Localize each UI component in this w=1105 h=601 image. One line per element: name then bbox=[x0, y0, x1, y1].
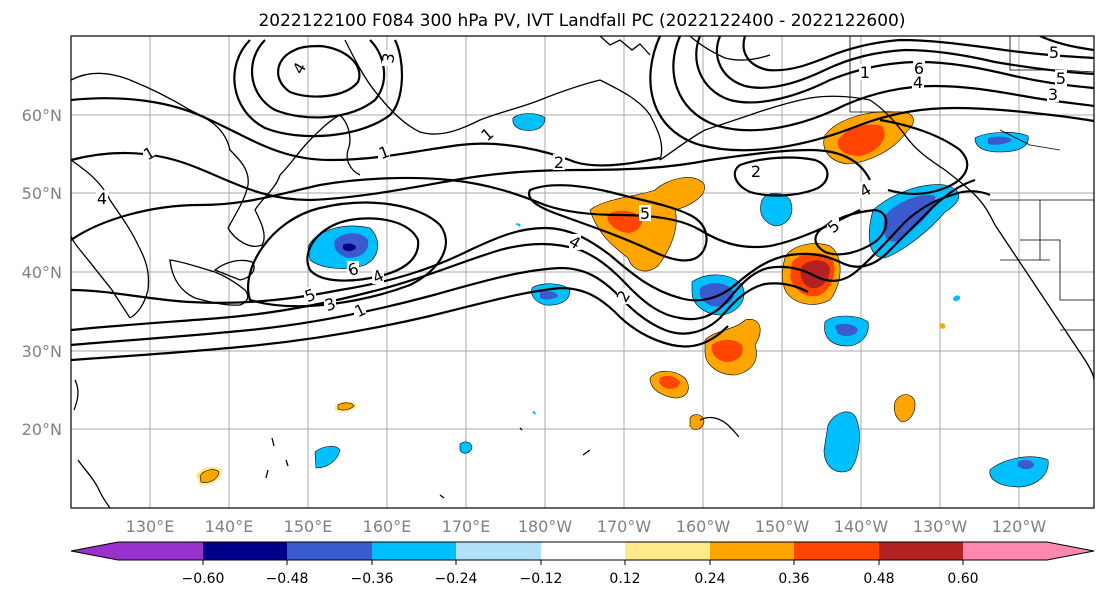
colorbar-label: 0.48 bbox=[863, 571, 894, 587]
colorbar-segment bbox=[963, 542, 1047, 560]
colorbar-segment bbox=[118, 542, 203, 560]
colorbar-segment bbox=[625, 542, 710, 560]
colorbar-label: −0.48 bbox=[266, 571, 309, 587]
latitude-labels: 60°N 50°N 40°N 30°N 20°N bbox=[22, 106, 62, 439]
colorbar-label: −0.60 bbox=[182, 571, 225, 587]
lon-label-160w: 160°W bbox=[676, 517, 731, 536]
contour-label: 4 bbox=[913, 73, 923, 92]
colorbar-label: −0.24 bbox=[435, 571, 478, 587]
map-frame bbox=[70, 35, 1095, 509]
contour-label: 1 bbox=[860, 63, 870, 82]
lon-label-170w: 170°W bbox=[597, 517, 652, 536]
pv-contours bbox=[71, 36, 1094, 362]
lon-label-180w: 180°W bbox=[518, 517, 573, 536]
colorbar-segment bbox=[287, 542, 372, 560]
country-borders bbox=[849, 36, 1094, 331]
contour-label: 6 bbox=[914, 59, 924, 78]
figure-title: 2022122100 F084 300 hPa PV, IVT Landfall… bbox=[258, 11, 905, 31]
lat-label-60n: 60°N bbox=[22, 106, 62, 125]
colorbar-label: 0.12 bbox=[609, 571, 640, 587]
contour-label: 4 bbox=[97, 189, 107, 208]
colorbar-segment bbox=[710, 542, 794, 560]
colorbar-segment bbox=[203, 542, 287, 560]
lon-label-140w: 140°W bbox=[834, 517, 889, 536]
ivt-shading bbox=[196, 111, 1049, 488]
colorbar-segment bbox=[372, 542, 456, 560]
colorbar: −0.60 −0.48 −0.36 −0.24 −0.12 0.12 0.24 … bbox=[70, 541, 1095, 587]
contour-label: 5 bbox=[1049, 43, 1059, 62]
islands bbox=[265, 427, 591, 499]
colorbar-label: −0.36 bbox=[351, 571, 394, 587]
colorbar-label: 0.24 bbox=[694, 571, 725, 587]
lon-label-170e: 170°E bbox=[442, 517, 491, 536]
lat-label-30n: 30°N bbox=[22, 342, 62, 361]
colorbar-segment bbox=[794, 542, 879, 560]
contour-label: 3 bbox=[378, 51, 398, 64]
lon-label-150e: 150°E bbox=[284, 517, 333, 536]
contour-label: 2 bbox=[751, 162, 761, 181]
colorbar-label: −0.12 bbox=[520, 571, 563, 587]
contour-label: 5 bbox=[1056, 69, 1066, 88]
contour-label: 5 bbox=[640, 204, 650, 223]
lon-label-160e: 160°E bbox=[363, 517, 412, 536]
lat-label-20n: 20°N bbox=[22, 420, 62, 439]
lon-label-130e: 130°E bbox=[126, 517, 175, 536]
lon-label-120w: 120°W bbox=[992, 517, 1047, 536]
contour-labels: 4 3 1 1 1 4 2 2 1 6 5 3 5 4 bbox=[96, 43, 1067, 321]
ivt-positive-anomalies bbox=[196, 111, 946, 486]
lat-label-40n: 40°N bbox=[22, 263, 62, 282]
colorbar-segment bbox=[879, 542, 963, 560]
lon-label-140e: 140°E bbox=[205, 517, 254, 536]
contour-label: 2 bbox=[554, 153, 564, 172]
colorbar-label: 0.36 bbox=[778, 571, 809, 587]
contour-label: 3 bbox=[1048, 85, 1058, 104]
colorbar-segment bbox=[456, 542, 541, 560]
colorbar-label: 0.60 bbox=[947, 571, 978, 587]
lat-label-50n: 50°N bbox=[22, 184, 62, 203]
colorbar-extend-low bbox=[71, 542, 118, 560]
colorbar-outline bbox=[70, 541, 1095, 561]
longitude-labels: 130°E 140°E 150°E 160°E 170°E 180°W 170°… bbox=[126, 517, 1047, 536]
colorbar-segment bbox=[541, 542, 625, 560]
colorbar-extend-high bbox=[1047, 542, 1094, 560]
lon-label-150w: 150°W bbox=[755, 517, 810, 536]
lon-label-130w: 130°W bbox=[913, 517, 968, 536]
colorbar-ticks bbox=[202, 560, 964, 565]
